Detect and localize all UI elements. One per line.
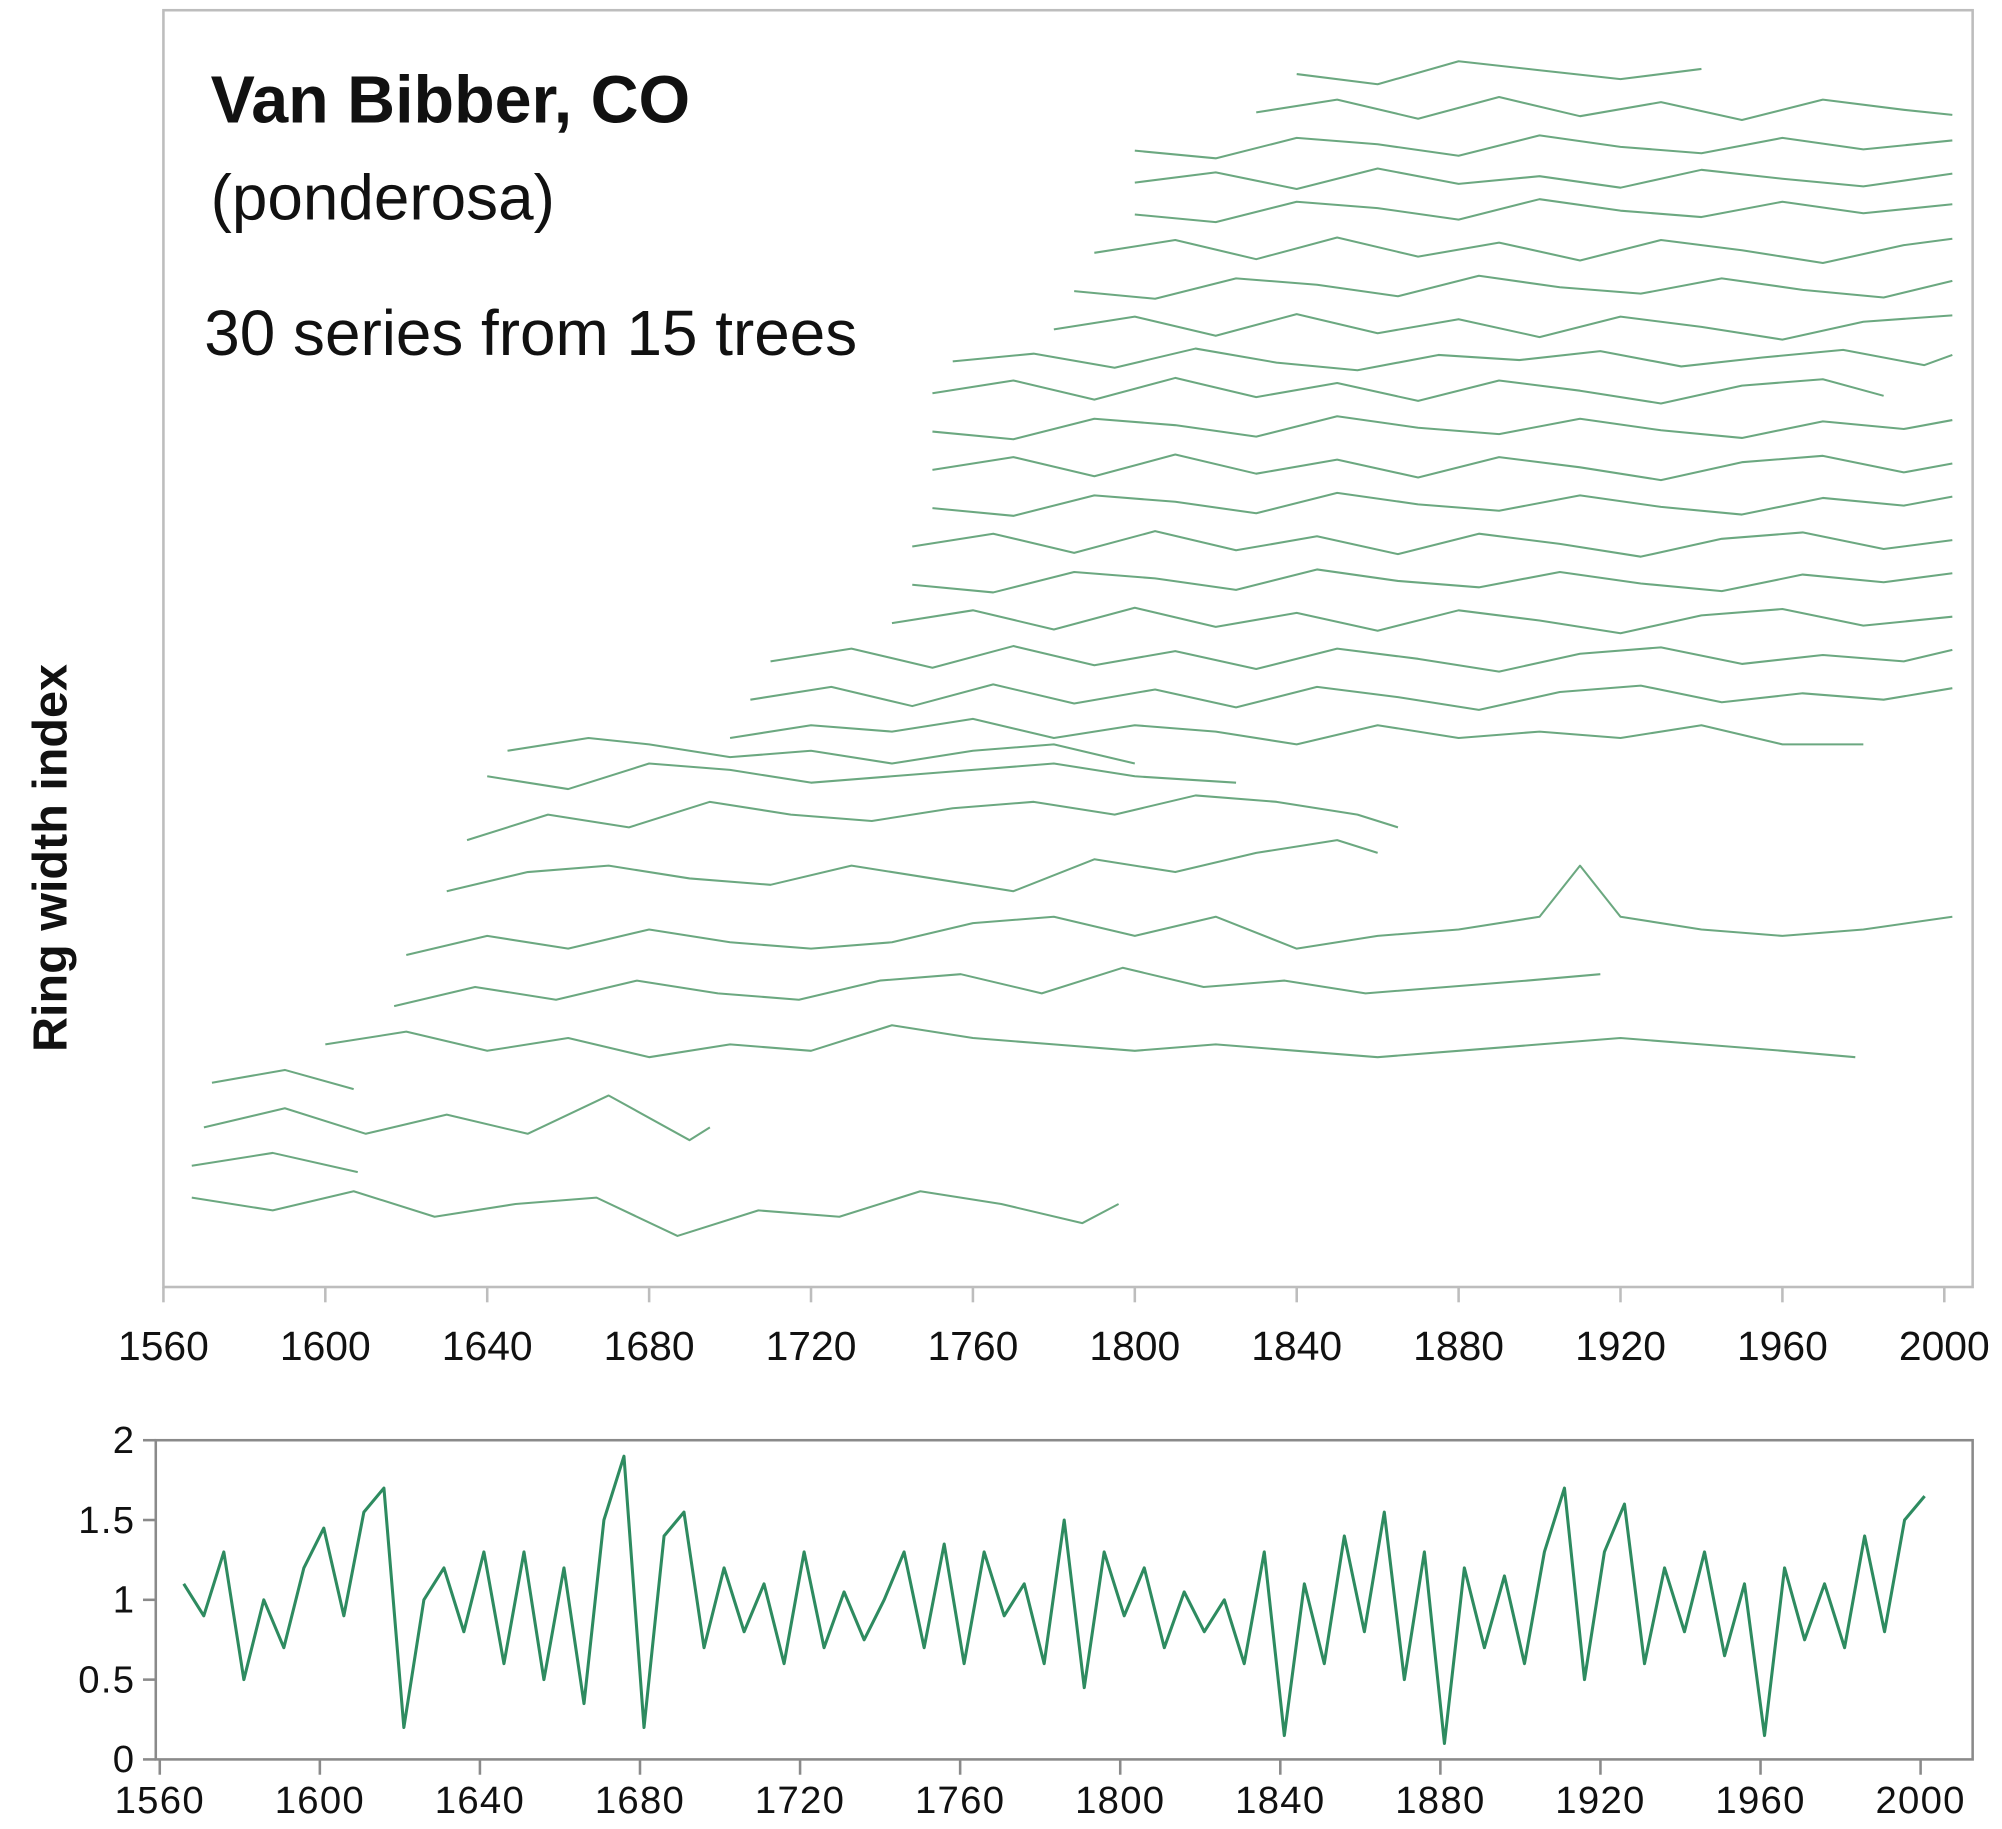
series-line	[729, 717, 1864, 746]
chart-title: Van Bibber, CO	[211, 64, 691, 138]
x-tick-label: 1960	[1737, 1323, 1828, 1369]
x-tick-label: 1800	[1075, 1779, 1165, 1822]
series-line	[1053, 313, 1953, 341]
y-axis-label: Ring width index	[23, 664, 77, 1052]
x-tick-label: 1640	[435, 1779, 525, 1822]
series-line	[932, 376, 1884, 405]
series-line	[770, 645, 1953, 673]
series-line	[1256, 96, 1953, 122]
series-line	[1134, 134, 1953, 160]
series-line	[1296, 60, 1702, 86]
series-line	[912, 530, 1953, 558]
series-line	[912, 568, 1953, 594]
chart-subtitle: (ponderosa)	[211, 162, 555, 234]
y-tick-label: 2	[113, 1419, 136, 1462]
x-tick-label: 1560	[115, 1779, 205, 1822]
series-line	[1134, 167, 1953, 190]
y-tick-label: 1.5	[78, 1499, 135, 1542]
series-line	[406, 864, 1953, 957]
annotation: 30 series from 15 trees	[204, 297, 858, 369]
series-line	[932, 453, 1953, 482]
series-line	[750, 683, 1953, 711]
series-line	[1094, 236, 1953, 265]
x-tick-label: 2000	[1899, 1323, 1990, 1369]
series-line	[191, 1151, 358, 1174]
y-tick-label: 1	[113, 1579, 136, 1622]
x-tick-label: 1880	[1395, 1779, 1485, 1822]
series-line	[487, 762, 1237, 791]
x-tick-label: 1720	[755, 1779, 845, 1822]
x-tick-label: 1600	[275, 1779, 365, 1822]
series-line	[932, 491, 1953, 517]
series-line	[211, 1068, 354, 1091]
series-line	[191, 1190, 1120, 1237]
x-tick-label: 1760	[915, 1779, 1005, 1822]
x-tick-label: 1680	[604, 1323, 695, 1369]
series-line	[1074, 274, 1953, 300]
x-tick-label: 1640	[442, 1323, 533, 1369]
annotation-box: 30 series from 15 trees	[204, 297, 858, 369]
x-tick-label: 1880	[1413, 1323, 1504, 1369]
series-line	[393, 966, 1601, 1008]
x-tick-label: 1800	[1089, 1323, 1180, 1369]
x-tick-label: 2000	[1875, 1779, 1965, 1822]
x-tick-label: 1960	[1715, 1779, 1805, 1822]
y-tick-label: 0.5	[78, 1658, 135, 1701]
x-tick-label: 1720	[766, 1323, 857, 1369]
series-line	[466, 794, 1399, 842]
x-tick-label: 1920	[1555, 1779, 1645, 1822]
x-tick-label: 1760	[927, 1323, 1018, 1369]
series-line	[1134, 198, 1953, 224]
x-tick-label: 1840	[1251, 1323, 1342, 1369]
x-tick-label: 1680	[595, 1779, 685, 1822]
series-line	[446, 839, 1378, 893]
x-tick-label: 1600	[280, 1323, 371, 1369]
series-line	[507, 736, 1136, 765]
series-line	[932, 415, 1953, 441]
y-tick-label: 0	[113, 1738, 136, 1781]
x-tick-label: 1840	[1235, 1779, 1325, 1822]
series-line	[891, 606, 1953, 635]
series-line	[203, 1094, 711, 1142]
x-tick-label: 1560	[118, 1323, 209, 1369]
chronology-line	[182, 1454, 1926, 1745]
series-line	[952, 347, 1953, 372]
series-line	[325, 1024, 1856, 1059]
top-plot-frame	[162, 8, 1974, 1289]
bottom-plot-frame	[154, 1438, 1974, 1761]
x-tick-label: 1920	[1575, 1323, 1666, 1369]
